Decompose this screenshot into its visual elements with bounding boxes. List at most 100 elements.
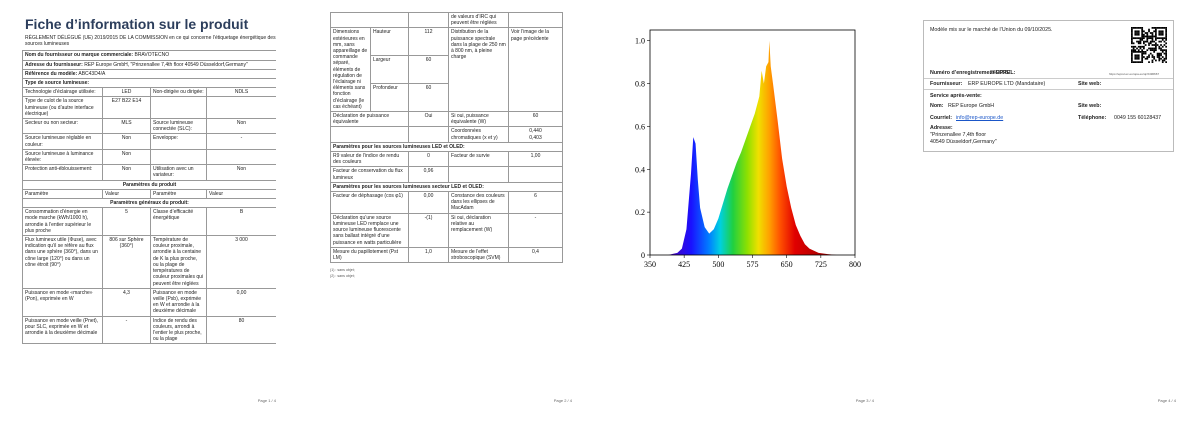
cell-line: 0,403 xyxy=(529,134,542,141)
table-cell: Constance des couleurs dans les ellipses… xyxy=(448,191,509,214)
table-cell: - xyxy=(102,315,151,345)
separator xyxy=(924,89,1173,90)
table-cell: Technologie d’éclairage utilisée: xyxy=(22,87,103,98)
product-table: de valeurs d’IRC qui peuvent être réglée… xyxy=(330,12,563,264)
table-cell: Dimensions extérieures en mm, sans appar… xyxy=(330,27,371,113)
row: Référence du modèle: ABC43D4/A xyxy=(22,68,276,80)
x-tick-label: 425 xyxy=(678,260,690,269)
row: Secteur ou non secteur: MLS Source lumineu… xyxy=(22,118,276,135)
label: Service après-vente: xyxy=(930,93,982,99)
table-cell xyxy=(206,96,276,120)
table-cell: Source lumineuse connectée (SLC): xyxy=(150,118,207,135)
row: Puissance en mode veille (Pnet), pour SL… xyxy=(22,315,276,345)
market-date: Modèle mis sur le marché de l’Union du 0… xyxy=(930,27,1053,33)
table-cell xyxy=(448,166,509,183)
table-cell: Paramètres du produit xyxy=(22,179,276,190)
table-cell: Facteur de conservation du flux lumineux xyxy=(330,166,409,183)
table-cell: Nom du fournisseur ou marque commerciale… xyxy=(22,50,276,61)
separator xyxy=(924,78,1173,79)
table-cell: 60 xyxy=(408,55,449,85)
row: Facteur de déphasage (cos φ1) 0,00 Constan… xyxy=(330,191,563,214)
table-cell: Non-dirigée ou dirigée: xyxy=(150,87,207,98)
table-cell: Si oui, déclaration relative au remplace… xyxy=(448,212,509,248)
x-tick-label: 575 xyxy=(747,260,759,269)
label: Site web: xyxy=(1078,103,1102,109)
page-number: Page 3 / 4 xyxy=(855,397,874,403)
table-cell: Mesure de l’effet stroboscopique (SVM) xyxy=(448,246,509,264)
y-tick-label: 1.0 xyxy=(635,37,645,46)
table-cell xyxy=(150,148,207,166)
y-tick-label: 0.4 xyxy=(635,165,645,174)
row: Type de source lumineuse: xyxy=(22,78,276,89)
table-cell: Flux lumineux utile (Φuse), avec indicat… xyxy=(22,235,103,289)
table-cell: Classe d’efficacité énergétique xyxy=(150,207,207,237)
table-cell xyxy=(206,148,276,166)
footnotes: (1) : sans objet; (2) : sans objet; xyxy=(330,267,562,279)
row: Paramètres pour les sources lumineuses L… xyxy=(330,141,563,153)
page-number: Page 1 / 4 xyxy=(257,397,276,403)
table-cell: 60 xyxy=(508,111,563,128)
row: Consommation d’énergie en mode marche (k… xyxy=(22,207,276,237)
row: Type de culot de la source lumineuse (ou… xyxy=(22,96,276,120)
table-cell xyxy=(508,12,563,29)
row: Nom du fournisseur ou marque commerciale… xyxy=(22,50,276,61)
table-cell: LED xyxy=(102,87,151,98)
table-cell: 60 xyxy=(408,83,449,113)
table-cell: Non xyxy=(206,164,276,181)
address-line: "Prinzenallee 7,4th floor xyxy=(930,132,987,138)
table-cell: Facteur de survie xyxy=(448,151,509,168)
table-cell: -(1) xyxy=(408,212,449,248)
table-cell xyxy=(408,126,449,143)
row: Protection anti-éblouissement: Non Utilisa… xyxy=(22,164,276,181)
table-cell: 80 xyxy=(206,315,276,345)
row: de valeurs d’IRC qui peuvent être réglée… xyxy=(330,12,563,29)
spectrum-chart: 350 425 500 575 650 725 800 0 0.2 0.4 0.6 0.8 1.0 xyxy=(635,29,861,269)
x-tick-label: 725 xyxy=(815,260,827,269)
row: Facteur de conservation du flux lumineux… xyxy=(330,166,563,183)
value: 2496667 xyxy=(990,70,1011,76)
value: 0049 155 60128437 xyxy=(1114,115,1162,121)
table-cell: Mesure du papillotement (Pst LM) xyxy=(330,246,409,264)
page-number: Page 2 / 4 xyxy=(553,397,572,403)
label: Nom du fournisseur ou marque commerciale… xyxy=(25,52,134,59)
page-1: Fiche d’information sur le produit RÈGLEM… xyxy=(22,12,276,404)
product-table: Nom du fournisseur ou marque commerciale… xyxy=(22,50,276,345)
table-cell: Profondeur xyxy=(370,83,409,113)
table-cell: Non xyxy=(206,118,276,135)
label: Adresse du fournisseur: xyxy=(25,61,83,68)
table-cell: Secteur ou non secteur: xyxy=(22,118,103,135)
table-cell: R9 valeur de l’indice de rendu des coule… xyxy=(330,151,409,168)
table-cell: Non xyxy=(102,164,151,181)
label: Nom: xyxy=(930,103,944,109)
row: Paramètres généraux du produit: xyxy=(22,198,276,209)
qr-code xyxy=(1131,27,1167,63)
row: Paramètres du produit xyxy=(22,179,276,190)
table-cell xyxy=(408,12,449,29)
table-cell: Valeur xyxy=(102,188,151,200)
label: Fournisseur: xyxy=(930,81,963,87)
cell-line: 0,440 xyxy=(529,128,542,135)
table-cell: B xyxy=(206,207,276,237)
label: Référence du modèle: xyxy=(25,70,78,77)
table-cell: 0,96 xyxy=(408,166,449,183)
x-tick-label: 650 xyxy=(781,260,793,269)
value: info@rep-europe.de xyxy=(956,115,1004,121)
table-cell: 0 xyxy=(408,151,449,168)
table-cell: E27 B22 E14 xyxy=(102,96,151,120)
y-tick-label: 0.6 xyxy=(635,122,645,131)
table-cell: 4,3 xyxy=(102,287,151,317)
row: Mesure du papillotement (Pst LM) 1,0 Mesur… xyxy=(330,246,563,264)
table-cell: Paramètres pour les sources lumineuses L… xyxy=(330,141,563,153)
x-tick-label: 500 xyxy=(712,260,724,269)
table-cell: Paramètre xyxy=(22,188,103,200)
x-tick-label: 350 xyxy=(644,260,656,269)
table-cell: Température de couleur proximale, arrond… xyxy=(150,235,207,289)
table-cell: 0,440 0,403 xyxy=(508,126,563,143)
table-cell: Consommation d’énergie en mode marche (k… xyxy=(22,207,103,237)
table-cell: Puissance en mode veille (Pnet), pour SL… xyxy=(22,315,103,345)
table-cell: Paramètres pour les sources lumineuses s… xyxy=(330,181,563,193)
table-cell: Paramètres généraux du produit: xyxy=(22,198,276,209)
row: Flux lumineux utile (Φuse), avec indicat… xyxy=(22,235,276,289)
label: Adresse: xyxy=(930,125,953,131)
table-cell: Non xyxy=(102,148,151,166)
